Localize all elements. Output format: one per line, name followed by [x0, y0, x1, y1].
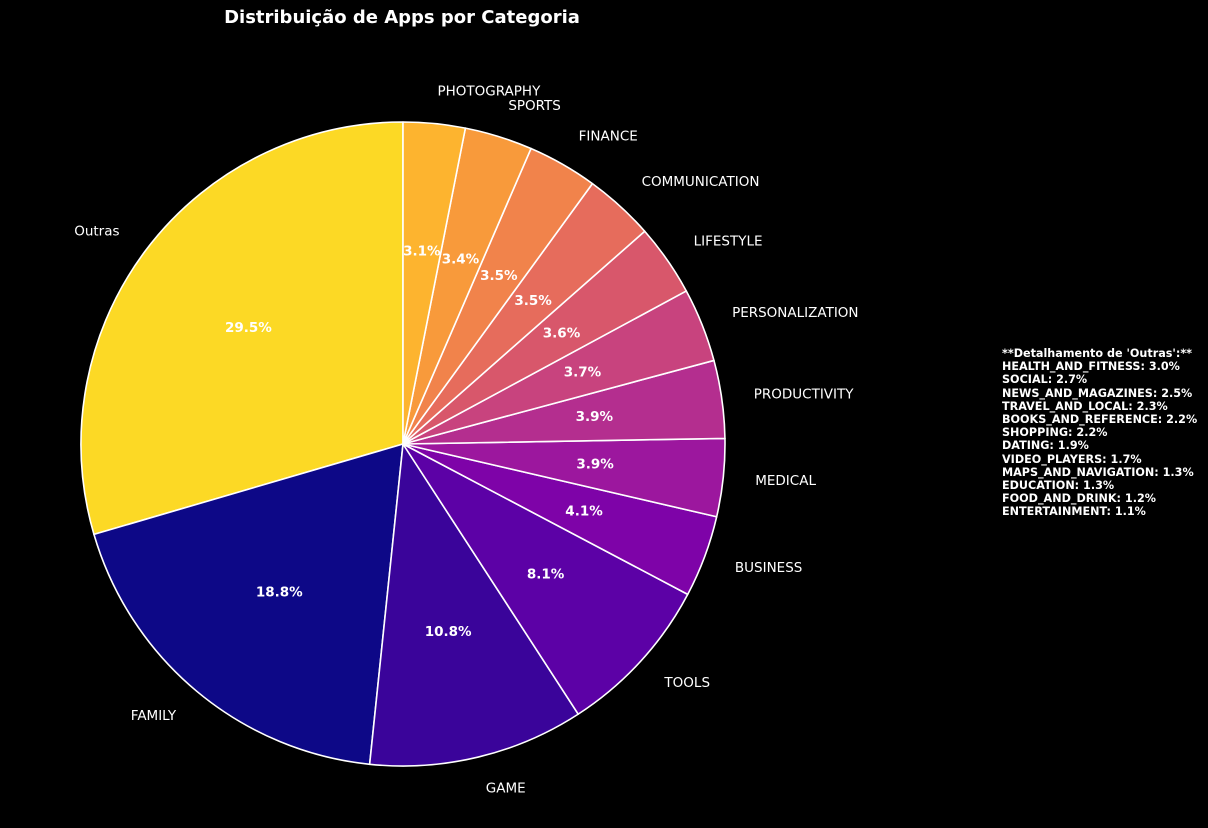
pie-slice-outras	[80, 121, 404, 536]
others-breakdown-line: MAPS_AND_NAVIGATION: 1.3%	[1002, 465, 1194, 479]
percent-labels: 29.5% 18.8% 10.8% 8.1% 4.1% 3.9% 3.9% 3.7% 3.6% 3…	[225, 244, 614, 640]
others-breakdown-line: TRAVEL_AND_LOCAL: 2.3%	[1002, 399, 1168, 413]
others-breakdown-line: BOOKS_AND_REFERENCE: 2.2%	[1002, 413, 1198, 427]
percent-label: 3.5%	[514, 293, 552, 309]
pie-slice-family	[93, 443, 404, 766]
category-label: Outras	[74, 224, 119, 240]
chart-title: Distribuição de Apps por Categoria	[224, 7, 580, 28]
category-label: FAMILY	[131, 708, 177, 724]
pie-slice-tools	[402, 443, 689, 715]
category-label: TOOLS	[663, 675, 710, 691]
others-breakdown-line: SHOPPING: 2.2%	[1002, 426, 1108, 440]
percent-label: 3.9%	[576, 456, 614, 472]
pie-slices	[80, 121, 726, 767]
percent-label: 10.8%	[425, 624, 472, 640]
category-label: FINANCE	[579, 128, 638, 144]
category-label: COMMUNICATION	[642, 174, 760, 190]
others-breakdown: **Detalhamento de 'Outras':** HEALTH_AND…	[1002, 347, 1197, 519]
category-label: LIFESTYLE	[694, 234, 763, 250]
percent-label: 18.8%	[256, 584, 303, 600]
others-breakdown-line: VIDEO_PLAYERS: 1.7%	[1002, 452, 1142, 466]
percent-label: 3.5%	[480, 268, 518, 284]
category-label: MEDICAL	[755, 473, 816, 489]
others-breakdown-line: FOOD_AND_DRINK: 1.2%	[1002, 492, 1156, 506]
category-label: BUSINESS	[735, 560, 802, 576]
others-breakdown-line: SOCIAL: 2.7%	[1002, 373, 1088, 387]
percent-label: 29.5%	[225, 320, 272, 336]
others-breakdown-line: ENTERTAINMENT: 1.1%	[1002, 505, 1146, 519]
others-breakdown-line: EDUCATION: 1.3%	[1002, 479, 1115, 493]
category-label: PERSONALIZATION	[732, 305, 858, 321]
others-breakdown-heading: **Detalhamento de 'Outras':**	[1002, 347, 1193, 360]
others-breakdown-lines: HEALTH_AND_FITNESS: 3.0% SOCIAL: 2.7% NEWS…	[1002, 360, 1197, 518]
percent-label: 3.1%	[403, 244, 441, 260]
category-label: SPORTS	[508, 98, 561, 114]
category-label: PHOTOGRAPHY	[437, 83, 541, 99]
percent-label: 3.6%	[543, 326, 581, 342]
pie-slice-game	[368, 443, 580, 767]
category-label: GAME	[486, 780, 526, 796]
others-breakdown-line: NEWS_AND_MAGAZINES: 2.5%	[1002, 386, 1193, 400]
pie-slice-photography	[402, 121, 467, 445]
category-label: PRODUCTIVITY	[754, 387, 855, 403]
category-labels: Outras FAMILY GAME TOOLS BUSINESS MEDICAL PROD…	[74, 83, 858, 796]
percent-label: 3.4%	[442, 252, 480, 268]
others-breakdown-line: DATING: 1.9%	[1002, 439, 1089, 453]
percent-label: 3.7%	[564, 365, 602, 381]
percent-label: 8.1%	[527, 566, 565, 582]
percent-label: 3.9%	[576, 409, 614, 425]
others-breakdown-line: HEALTH_AND_FITNESS: 3.0%	[1002, 360, 1180, 374]
percent-label: 4.1%	[565, 504, 603, 520]
